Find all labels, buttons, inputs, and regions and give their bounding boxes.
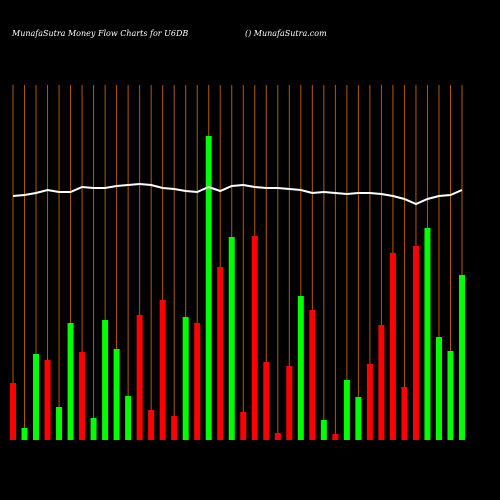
bar [125,396,132,440]
bar [205,136,212,440]
chart-title: MunafaSutra Money Flow Charts for U6DB [11,29,188,38]
bar [447,351,454,440]
bar [102,320,109,440]
money-flow-line [12,182,463,206]
bar [194,323,201,440]
bar [332,434,339,440]
bar [286,366,293,440]
bar [240,412,247,440]
bar [79,352,86,440]
bar [90,418,97,440]
bar [251,236,258,440]
bar [401,387,408,440]
bar [159,300,166,440]
bar [21,428,28,440]
bar [113,349,120,440]
bar [297,296,304,440]
bar [56,407,63,440]
bar [459,275,465,440]
bar [274,433,281,440]
bar [320,420,327,440]
bar [44,360,51,440]
bar [355,397,362,440]
bar [412,246,419,440]
bar [182,317,189,440]
bar [424,228,431,440]
bar [33,354,40,440]
bar [378,325,385,440]
bar [366,364,373,440]
bar [343,380,350,440]
bar [435,337,442,440]
bar [228,237,235,440]
bar [136,315,143,440]
chart-subtitle: () MunafaSutra.com [245,29,327,38]
bar [67,323,74,440]
bar [10,383,16,440]
bar [389,253,396,440]
bar [148,410,155,440]
bar [171,416,178,440]
bar [263,362,270,440]
bar [309,310,316,440]
bar [217,267,224,440]
